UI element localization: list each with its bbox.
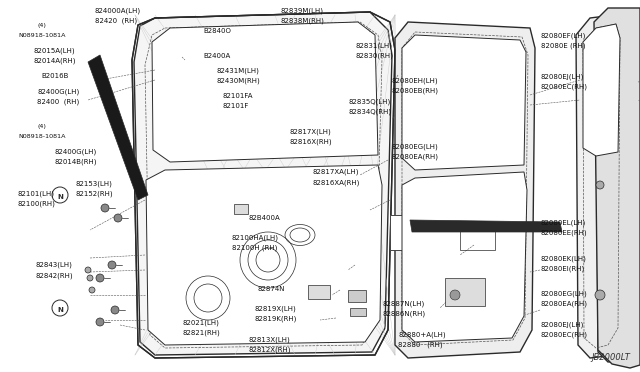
Text: 82152(RH): 82152(RH) (76, 190, 113, 197)
Text: 82812X(RH): 82812X(RH) (248, 346, 291, 353)
Text: 82819K(RH): 82819K(RH) (255, 316, 297, 323)
Text: 82080E (RH): 82080E (RH) (541, 42, 586, 49)
Text: 82100H (RH): 82100H (RH) (232, 245, 277, 251)
Text: 82080EA(RH): 82080EA(RH) (392, 154, 438, 160)
Text: B2400A: B2400A (204, 53, 231, 59)
Text: 82014B(RH): 82014B(RH) (54, 158, 97, 165)
Text: N08918-1081A: N08918-1081A (18, 134, 65, 139)
Text: 82431M(LH): 82431M(LH) (216, 68, 259, 74)
Text: N: N (57, 307, 63, 313)
Polygon shape (402, 35, 526, 170)
Bar (390, 215, 520, 250)
Text: 82816XA(RH): 82816XA(RH) (312, 179, 360, 186)
Bar (348, 290, 366, 302)
Text: 82420  (RH): 82420 (RH) (95, 17, 137, 24)
Bar (308, 285, 330, 299)
Text: 82100(RH): 82100(RH) (18, 201, 56, 207)
Polygon shape (576, 14, 628, 358)
Text: 82813X(LH): 82813X(LH) (248, 336, 290, 343)
Text: N08918-1081A: N08918-1081A (18, 33, 65, 38)
Text: 82080EH(LH): 82080EH(LH) (392, 78, 438, 84)
Text: 82838M(RH): 82838M(RH) (280, 17, 324, 24)
Text: 82080EG(LH): 82080EG(LH) (392, 144, 438, 150)
Text: 82080EA(RH): 82080EA(RH) (541, 301, 588, 307)
Text: 82831(LH): 82831(LH) (355, 42, 392, 49)
Text: 82080EC(RH): 82080EC(RH) (541, 331, 588, 338)
Text: B2840O: B2840O (204, 28, 232, 33)
Text: 82816X(RH): 82816X(RH) (289, 138, 332, 145)
Text: 82887N(LH): 82887N(LH) (383, 301, 425, 307)
Polygon shape (410, 220, 562, 232)
Text: 82080EC(RH): 82080EC(RH) (541, 83, 588, 90)
Circle shape (85, 267, 91, 273)
Text: 82430M(RH): 82430M(RH) (216, 78, 260, 84)
Text: 82080EE(RH): 82080EE(RH) (541, 230, 588, 237)
Text: 82080EF(LH): 82080EF(LH) (541, 32, 586, 39)
Text: 82021(LH): 82021(LH) (182, 320, 220, 326)
Text: JB2000LT: JB2000LT (591, 353, 630, 362)
Text: 82817XA(LH): 82817XA(LH) (312, 169, 359, 176)
Polygon shape (152, 22, 378, 162)
Text: 82821(RH): 82821(RH) (182, 330, 220, 336)
Text: 82400  (RH): 82400 (RH) (37, 98, 79, 105)
Circle shape (89, 287, 95, 293)
Text: 82835Q(LH): 82835Q(LH) (349, 98, 391, 105)
Circle shape (108, 261, 116, 269)
Circle shape (101, 204, 109, 212)
Text: 82153(LH): 82153(LH) (76, 180, 113, 187)
Bar (445, 278, 485, 306)
Circle shape (96, 318, 104, 326)
Circle shape (111, 306, 119, 314)
Polygon shape (134, 12, 392, 355)
Polygon shape (594, 8, 640, 368)
Bar (460, 228, 495, 250)
Text: 82842(RH): 82842(RH) (35, 272, 73, 279)
Text: N: N (57, 194, 63, 200)
Text: 82830(RH): 82830(RH) (355, 52, 393, 59)
Text: 82080EB(RH): 82080EB(RH) (392, 88, 438, 94)
Text: 82080EI(RH): 82080EI(RH) (541, 265, 585, 272)
Text: 82819X(LH): 82819X(LH) (255, 306, 296, 312)
Polygon shape (88, 55, 148, 200)
Text: 82080EK(LH): 82080EK(LH) (541, 255, 587, 262)
Text: 82880+A(LH): 82880+A(LH) (398, 331, 445, 338)
Polygon shape (395, 22, 535, 358)
Text: 82101F: 82101F (223, 103, 249, 109)
Text: 82101(LH): 82101(LH) (18, 190, 55, 197)
Text: 82886N(RH): 82886N(RH) (383, 311, 426, 317)
Text: 82400G(LH): 82400G(LH) (37, 88, 79, 95)
Circle shape (87, 275, 93, 281)
Text: 82080EL(LH): 82080EL(LH) (541, 220, 586, 227)
Text: (4): (4) (37, 124, 46, 129)
Text: 82817X(LH): 82817X(LH) (289, 128, 331, 135)
Text: 824000A(LH): 824000A(LH) (95, 7, 141, 14)
Polygon shape (402, 172, 527, 342)
Text: (4): (4) (37, 23, 46, 28)
Circle shape (450, 290, 460, 300)
Text: 82080EJ(LH): 82080EJ(LH) (541, 73, 584, 80)
Circle shape (595, 290, 605, 300)
Circle shape (114, 214, 122, 222)
Text: 82834Q(RH): 82834Q(RH) (349, 108, 392, 115)
Text: 82101FA: 82101FA (223, 93, 253, 99)
Text: B2016B: B2016B (42, 73, 69, 79)
Bar (350, 308, 366, 316)
Text: 82843(LH): 82843(LH) (35, 262, 72, 269)
Polygon shape (596, 12, 638, 362)
Text: 82839M(LH): 82839M(LH) (280, 7, 323, 14)
Circle shape (596, 181, 604, 189)
Polygon shape (146, 165, 382, 345)
Text: 82014A(RH): 82014A(RH) (33, 58, 76, 64)
Bar (234, 204, 248, 214)
Text: 82100HA(LH): 82100HA(LH) (232, 235, 278, 241)
Text: 82015A(LH): 82015A(LH) (33, 48, 75, 54)
Text: 82874N: 82874N (257, 286, 285, 292)
Polygon shape (583, 24, 620, 156)
Text: 82B400A: 82B400A (248, 215, 280, 221)
Circle shape (96, 274, 104, 282)
Text: 82400G(LH): 82400G(LH) (54, 148, 97, 155)
Text: 82080EJ(LH): 82080EJ(LH) (541, 321, 584, 328)
Text: 82880   (RH): 82880 (RH) (398, 341, 443, 348)
Text: 82080EG(LH): 82080EG(LH) (541, 291, 588, 297)
